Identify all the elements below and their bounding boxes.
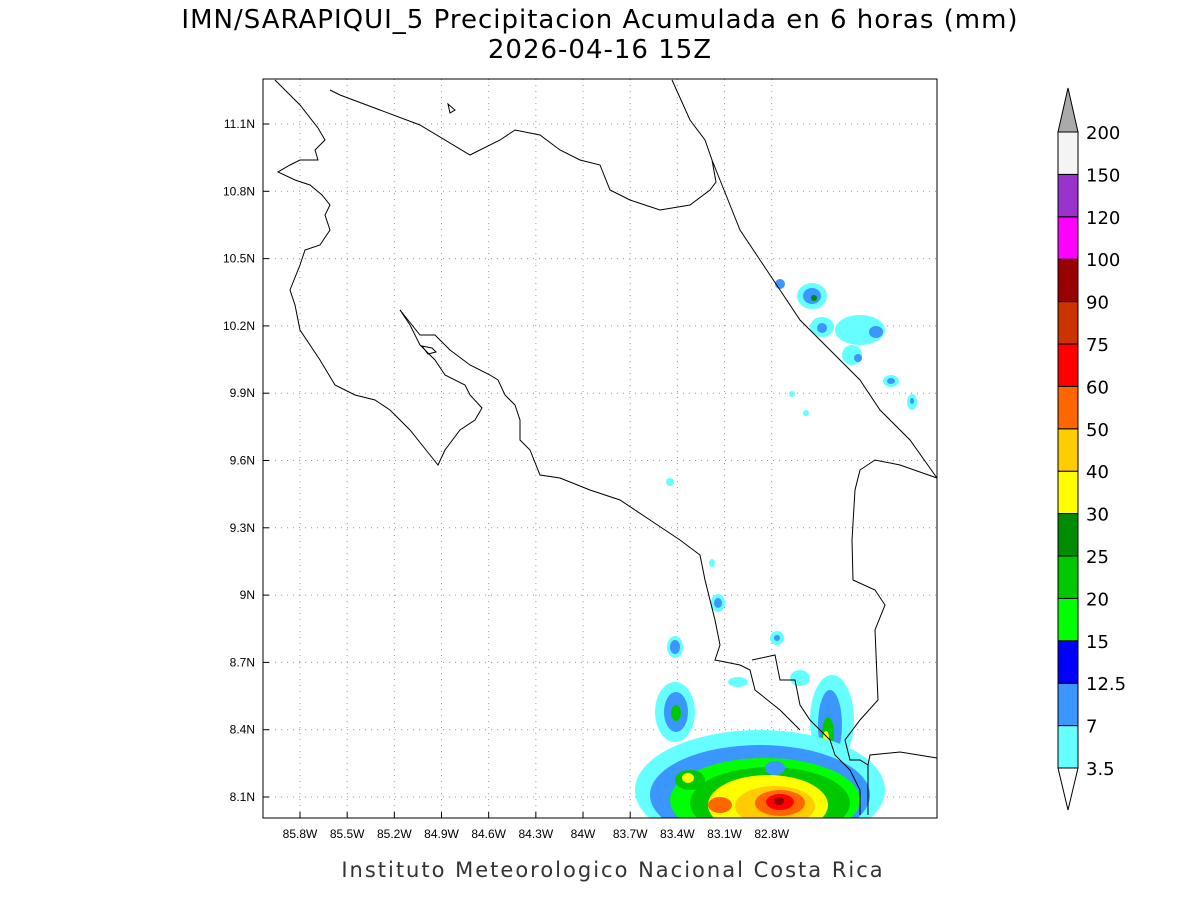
precip — [635, 279, 917, 818]
lat-label: 9N — [240, 588, 255, 602]
lon-label: 84.9W — [424, 827, 459, 841]
colorbar-segment — [1057, 597, 1079, 642]
colorbar-segment — [1057, 725, 1079, 769]
colorbar-label: 3.5 — [1086, 759, 1115, 780]
colorbar-segment — [1057, 513, 1079, 557]
lat-label: 11.1N — [224, 117, 255, 131]
lat-label: 9.6N — [230, 454, 255, 468]
colorbar-segment — [1057, 682, 1079, 727]
colorbar-segment — [1057, 258, 1079, 303]
lon-label: 84.6W — [471, 827, 506, 841]
lon-label: 83.7W — [613, 827, 648, 841]
colorbar-segment — [1057, 301, 1079, 345]
lon-label: 85.5W — [330, 827, 365, 841]
lat-label: 10.5N — [223, 252, 255, 266]
lat-label: 10.2N — [223, 319, 255, 333]
colorbar-label: 120 — [1086, 208, 1120, 229]
colorbar-label: 90 — [1086, 293, 1109, 314]
colorbar-label: 15 — [1086, 632, 1109, 653]
colorbar-segment — [1057, 173, 1079, 218]
lat-label: 9.3N — [230, 521, 255, 535]
colorbar-segment — [1057, 428, 1079, 472]
colorbar-label: 150 — [1086, 165, 1120, 186]
colorbar-under — [1057, 767, 1079, 811]
lat-label: 9.9N — [230, 386, 255, 400]
colorbar-segment — [1057, 385, 1079, 430]
lat-label: 8.4N — [230, 723, 255, 737]
colorbar-label: 25 — [1086, 547, 1109, 568]
plot-frame — [262, 78, 938, 819]
subtitle: 2026-04-16 15Z — [488, 35, 712, 65]
colorbar-label: 50 — [1086, 420, 1109, 441]
lat-label: 10.8N — [223, 184, 255, 198]
colorbar-label: 75 — [1086, 335, 1109, 356]
title: IMN/SARAPIQUI_5 Precipitacion Acumulada … — [181, 5, 1018, 35]
colorbar-segment — [1057, 343, 1079, 387]
colorbar-label: 100 — [1086, 250, 1120, 271]
lon-label: 85.2W — [377, 827, 412, 841]
colorbar-label: 200 — [1086, 123, 1120, 144]
lon-label: 85.8W — [283, 827, 318, 841]
colorbar-segment — [1057, 470, 1079, 515]
colorbar-segment — [1057, 640, 1079, 684]
colorbar-label: 60 — [1086, 377, 1109, 398]
lon-label: 83.1W — [707, 827, 742, 841]
colorbar-segment — [1057, 216, 1079, 260]
colorbar-over — [1057, 87, 1079, 133]
lat-label: 8.7N — [230, 655, 255, 669]
lon-label: 84.3W — [519, 827, 554, 841]
colorbar-label: 20 — [1086, 589, 1109, 610]
footer: Instituto Meteorologico Nacional Costa R… — [341, 858, 884, 882]
colorbar-label: 7 — [1086, 717, 1097, 738]
colorbar-segment — [1057, 131, 1079, 175]
colorbar-segment — [1057, 555, 1079, 599]
lon-label: 82.8W — [754, 827, 789, 841]
precip-ne — [666, 279, 917, 687]
precip-south — [635, 675, 885, 818]
colorbar-label: 40 — [1086, 462, 1109, 483]
lon-label: 83.4W — [660, 827, 695, 841]
colorbar-label: 30 — [1086, 505, 1109, 526]
lat-label: 8.1N — [230, 790, 255, 804]
coastline — [274, 79, 938, 815]
lon-label: 84W — [571, 827, 596, 841]
colorbar-label: 12.5 — [1086, 674, 1126, 695]
